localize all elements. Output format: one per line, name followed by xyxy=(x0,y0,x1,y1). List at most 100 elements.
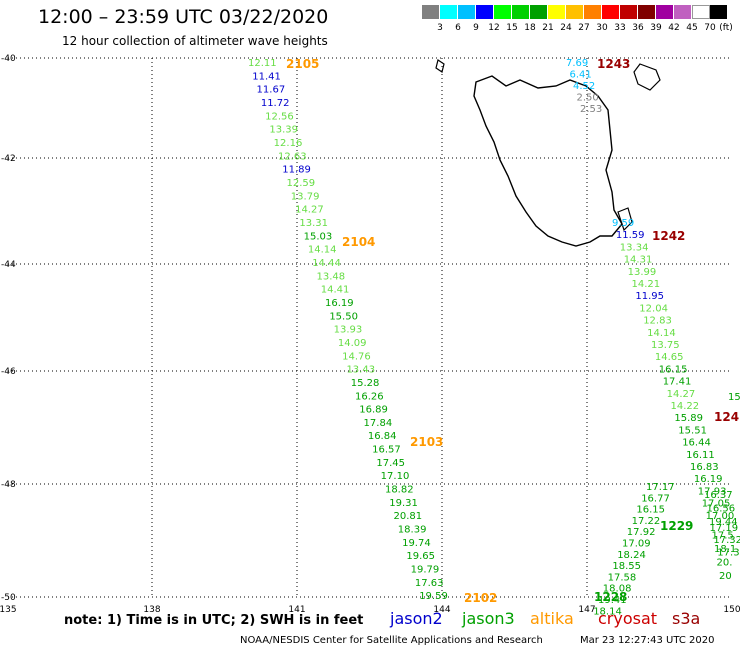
wave-height-label: 20.81 xyxy=(394,511,423,522)
scale-swatch xyxy=(602,5,620,19)
wave-height-label: 16.19 xyxy=(694,474,723,485)
scale-swatch xyxy=(476,5,494,19)
mission-s3a: s3a xyxy=(672,609,701,628)
wave-height-label: 17.05 xyxy=(702,499,731,510)
pass-id-label: 1229 xyxy=(660,519,693,533)
scale-swatch xyxy=(422,5,440,19)
wave-height-label: 15 xyxy=(728,392,740,403)
scale-unit: (ft) xyxy=(719,23,733,33)
wave-height-label: 16.26 xyxy=(355,391,384,402)
lat-label: -44 xyxy=(1,260,16,270)
wave-height-label: 16.15 xyxy=(636,505,665,516)
wave-height-label: 17.00 xyxy=(706,511,735,522)
wave-height-label: 7.69 xyxy=(566,58,588,69)
scale-swatch xyxy=(494,5,512,19)
pass-id-label: 1228 xyxy=(594,590,627,604)
wave-height-label: 18.24 xyxy=(617,550,646,561)
scale-swatch xyxy=(710,5,728,19)
lon-label: 147 xyxy=(578,605,595,615)
flinders-island xyxy=(633,63,661,91)
pass-id-label: 124 xyxy=(714,410,739,424)
wave-height-label: 14.09 xyxy=(338,338,367,349)
pass-id-label: 2103 xyxy=(410,435,443,449)
wave-height-label: 13.43 xyxy=(346,365,375,376)
wave-height-label: 17.10 xyxy=(381,471,410,482)
axis-labels: 135 138 141 144 147 150 -40 -42 -44 -46 -48 -50 xyxy=(0,54,740,615)
lon-label: 144 xyxy=(433,605,450,615)
wave-height-label: 19.31 xyxy=(389,498,418,509)
map-title: 12:00 – 23:59 UTC 03/22/2020 xyxy=(38,6,329,28)
wave-height-label: 19.79 xyxy=(411,565,440,576)
wave-height-tracks: 12.11 11.41 11.67 11.72 12.56 13.39 12.16 12.63… xyxy=(248,58,740,617)
wave-height-label: 13.93 xyxy=(334,325,363,336)
wave-height-label: 17.63 xyxy=(415,578,444,589)
lon-label: 150 xyxy=(723,605,740,615)
wave-height-label: 11.67 xyxy=(257,85,286,96)
wave-height-label: 17.32 xyxy=(713,535,740,546)
wave-height-label: 12.83 xyxy=(643,316,672,327)
wave-height-label: 14.14 xyxy=(647,328,676,339)
scale-swatch xyxy=(440,5,458,19)
scale-label: 15 xyxy=(506,23,518,33)
wave-height-label: 14.41 xyxy=(321,285,350,296)
scale-label: 42 xyxy=(668,23,680,33)
wave-height-label: 16.77 xyxy=(641,493,670,504)
scale-swatch xyxy=(584,5,602,19)
wave-height-label: 17.19 xyxy=(710,523,739,534)
tasmania-coastline xyxy=(473,75,623,247)
wave-height-label: 13.99 xyxy=(628,267,657,278)
wave-height-label: 19.65 xyxy=(406,551,435,562)
wave-height-label: 16.89 xyxy=(359,405,388,416)
timestamp: Mar 23 12:27:43 UTC 2020 xyxy=(580,635,715,646)
wave-height-label: 17.92 xyxy=(627,527,656,538)
wave-height-label: 11.95 xyxy=(635,291,664,302)
wave-height-label: 18.39 xyxy=(398,525,427,536)
mission-jason3: jason3 xyxy=(462,609,515,628)
bruny-island xyxy=(617,207,633,232)
credit-line: NOAA/NESDIS Center for Satellite Applica… xyxy=(240,635,543,646)
scale-label: 18 xyxy=(524,23,536,33)
mission-cryosat: cryosat xyxy=(598,609,658,628)
scale-label: 45 xyxy=(686,23,698,33)
wave-height-label: 14.21 xyxy=(632,279,661,290)
pass-id-label: 1243 xyxy=(597,57,630,71)
wave-height-label: 14.76 xyxy=(342,351,371,362)
scale-swatch xyxy=(674,5,692,19)
wave-height-label: 17.5 xyxy=(712,531,734,542)
scale-label: 6 xyxy=(455,23,461,33)
wave-height-label: 16.19 xyxy=(325,298,354,309)
wave-height-label: 16.57 xyxy=(372,445,401,456)
scale-label: 9 xyxy=(473,23,479,33)
wave-height-label: 14.31 xyxy=(624,255,653,266)
wave-height-label: 17.38 xyxy=(717,547,740,558)
wave-height-label: 13.31 xyxy=(299,218,328,229)
wave-height-label: 11.59 xyxy=(616,230,645,241)
wave-height-label: 16.15 xyxy=(659,364,688,375)
scale-swatch xyxy=(548,5,566,19)
scale-label: 30 xyxy=(596,23,608,33)
wave-height-label: 12.16 xyxy=(274,138,303,149)
wave-height-label: 11.41 xyxy=(252,71,281,82)
mission-altika: altika xyxy=(530,609,574,628)
wave-height-label: 16.56 xyxy=(707,504,736,515)
scale-swatch xyxy=(656,5,674,19)
wave-height-label: 16.37 xyxy=(704,490,733,501)
lat-label: -48 xyxy=(1,480,16,490)
lat-label: -50 xyxy=(1,593,16,603)
wave-height-label: 16.44 xyxy=(682,438,711,449)
wave-height-label: 19.59 xyxy=(419,591,448,602)
scale-swatch xyxy=(458,5,476,19)
scale-label: 36 xyxy=(632,23,644,33)
scale-swatch xyxy=(512,5,530,19)
scale-swatch xyxy=(620,5,638,19)
wave-height-label: 15.03 xyxy=(304,231,333,242)
lon-label: 141 xyxy=(288,605,305,615)
wave-height-label: 17.58 xyxy=(608,572,637,583)
wave-height-label: 13.48 xyxy=(316,271,345,282)
wave-height-label: 16.11 xyxy=(686,450,715,461)
wave-height-label: 17.84 xyxy=(364,418,393,429)
wave-height-label: 9.59 xyxy=(612,218,634,229)
wave-height-label: 14.27 xyxy=(667,389,696,400)
scale-swatch xyxy=(566,5,584,19)
scale-swatch xyxy=(530,5,548,19)
